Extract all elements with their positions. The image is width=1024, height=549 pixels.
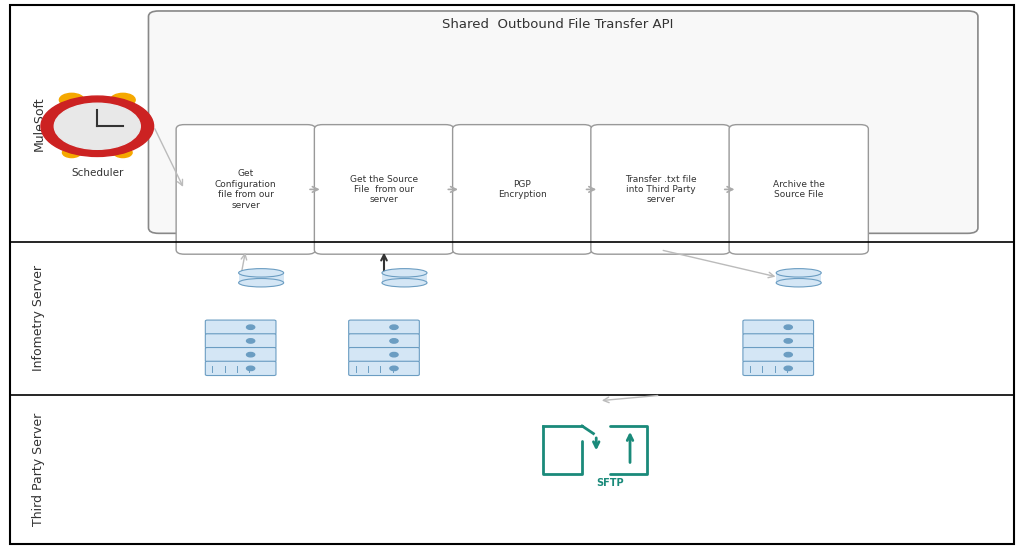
FancyBboxPatch shape: [743, 320, 813, 334]
Text: Scheduler: Scheduler: [71, 168, 124, 178]
FancyBboxPatch shape: [591, 125, 730, 254]
FancyBboxPatch shape: [348, 334, 420, 348]
Circle shape: [247, 325, 255, 329]
Text: SFTP: SFTP: [597, 478, 624, 489]
Ellipse shape: [382, 268, 427, 277]
Circle shape: [784, 325, 793, 329]
Circle shape: [784, 352, 793, 357]
Circle shape: [390, 352, 398, 357]
Circle shape: [784, 339, 793, 343]
Circle shape: [62, 148, 81, 158]
FancyBboxPatch shape: [743, 334, 813, 348]
Circle shape: [111, 93, 135, 107]
Ellipse shape: [776, 278, 821, 287]
Text: Get the Source
File  from our
server: Get the Source File from our server: [350, 175, 418, 204]
Circle shape: [114, 148, 132, 158]
FancyBboxPatch shape: [205, 334, 275, 348]
Text: Get
Configuration
file from our
server: Get Configuration file from our server: [215, 169, 276, 210]
FancyBboxPatch shape: [348, 348, 420, 362]
Ellipse shape: [239, 268, 284, 277]
FancyBboxPatch shape: [239, 273, 284, 283]
Circle shape: [247, 366, 255, 371]
Circle shape: [390, 325, 398, 329]
Circle shape: [390, 366, 398, 371]
Circle shape: [390, 339, 398, 343]
FancyBboxPatch shape: [382, 273, 427, 283]
Text: PGP
Encryption: PGP Encryption: [498, 180, 547, 199]
Circle shape: [41, 96, 154, 156]
FancyBboxPatch shape: [776, 273, 821, 283]
FancyBboxPatch shape: [314, 125, 454, 254]
Ellipse shape: [382, 278, 427, 287]
Ellipse shape: [776, 268, 821, 277]
FancyBboxPatch shape: [205, 348, 275, 362]
Text: Archive the
Source File: Archive the Source File: [773, 180, 824, 199]
Text: Third Party Server: Third Party Server: [33, 413, 45, 526]
Circle shape: [59, 93, 84, 107]
FancyBboxPatch shape: [205, 320, 275, 334]
FancyBboxPatch shape: [176, 125, 315, 254]
FancyBboxPatch shape: [729, 125, 868, 254]
FancyBboxPatch shape: [10, 5, 1014, 544]
FancyBboxPatch shape: [205, 361, 275, 376]
Text: Infometry Server: Infometry Server: [33, 265, 45, 372]
FancyBboxPatch shape: [743, 348, 813, 362]
FancyBboxPatch shape: [348, 361, 420, 376]
Ellipse shape: [239, 278, 284, 287]
Circle shape: [54, 103, 140, 149]
Circle shape: [247, 352, 255, 357]
Circle shape: [247, 339, 255, 343]
Circle shape: [784, 366, 793, 371]
Text: MuleSoft: MuleSoft: [33, 96, 45, 151]
FancyBboxPatch shape: [453, 125, 592, 254]
Text: Shared  Outbound File Transfer API: Shared Outbound File Transfer API: [442, 18, 674, 31]
FancyBboxPatch shape: [743, 361, 813, 376]
Text: Transfer .txt file
into Third Party
server: Transfer .txt file into Third Party serv…: [625, 175, 696, 204]
FancyBboxPatch shape: [348, 320, 420, 334]
FancyBboxPatch shape: [148, 11, 978, 233]
